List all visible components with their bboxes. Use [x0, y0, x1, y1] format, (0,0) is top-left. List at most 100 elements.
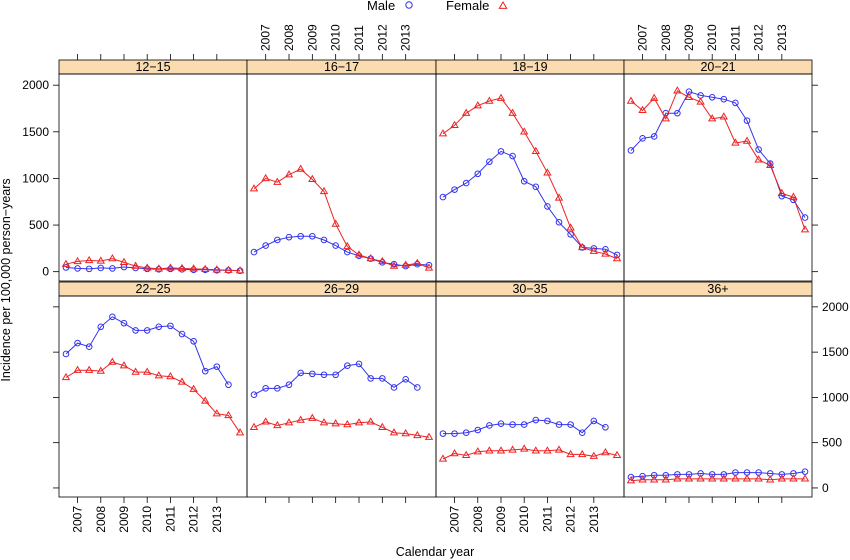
female-point [273, 420, 282, 429]
x-axis-title: Calendar year [396, 545, 475, 559]
female-point [424, 432, 434, 440]
female-point [61, 259, 71, 267]
male-point [109, 265, 116, 272]
panel-frame [623, 73, 813, 282]
female-point [296, 164, 305, 172]
female-point [461, 108, 471, 116]
male-point [627, 473, 635, 481]
female-point [343, 241, 352, 250]
x-tick-label: 2007 [448, 506, 462, 533]
x-tick-label: 2013 [399, 24, 413, 51]
female-point [554, 193, 564, 201]
y-tick-label: 1500 [22, 125, 49, 139]
female-point [413, 258, 422, 266]
female-point [319, 186, 329, 195]
male-point [544, 417, 551, 425]
male-point [262, 242, 269, 249]
x-tick-label: 2010 [140, 506, 154, 533]
female-point [473, 447, 482, 455]
male-point [262, 385, 269, 392]
female-point [249, 184, 259, 192]
female-point [649, 93, 659, 101]
female-point [84, 365, 94, 373]
female-point [766, 160, 775, 169]
x-tick-label: 2011 [352, 25, 366, 51]
male-point [486, 158, 493, 165]
female-point [96, 366, 105, 374]
female-point [201, 396, 210, 404]
panel-4: 20−21 [623, 59, 813, 282]
female-point [578, 449, 587, 458]
female-line [253, 168, 430, 269]
male-point [509, 421, 516, 428]
legend-marker-circle [405, 1, 413, 9]
female-point [166, 371, 175, 380]
female-point [696, 97, 705, 105]
panel-strip-label: 22−25 [135, 282, 170, 296]
male-point [297, 232, 304, 240]
female-point [177, 263, 187, 272]
x-tick-label: 2013 [587, 506, 601, 533]
female-point [389, 428, 399, 436]
male-point [509, 152, 516, 160]
female-point [531, 446, 541, 454]
female-point [378, 422, 387, 430]
female-point [731, 138, 740, 146]
female-point [754, 474, 763, 482]
female-point [508, 445, 517, 453]
male-point [309, 370, 316, 378]
panel-strip-label: 30−35 [512, 282, 547, 296]
female-point [108, 254, 117, 262]
male-point [674, 109, 681, 117]
male-line [442, 150, 618, 256]
male-point [801, 214, 809, 221]
y-tick-label: 2000 [22, 78, 49, 92]
male-point [97, 323, 105, 331]
female-point [661, 114, 670, 122]
x-tick-label: 2008 [94, 506, 108, 533]
female-point [224, 265, 233, 273]
female-point [235, 428, 245, 436]
panel-frame [435, 295, 625, 498]
y-tick-label: 500 [822, 436, 842, 450]
female-point [461, 450, 471, 459]
female-point [261, 173, 270, 182]
female-point [626, 96, 636, 104]
male-point [743, 117, 751, 124]
male-point [109, 313, 116, 321]
female-point [777, 188, 787, 197]
male-point [474, 170, 482, 178]
male-point [367, 375, 374, 382]
female-point [331, 419, 340, 427]
female-point [519, 444, 529, 452]
female-point [719, 112, 729, 120]
male-point [320, 371, 328, 379]
y-tick-label: 1500 [822, 345, 849, 359]
female-line [65, 361, 241, 433]
male-point [567, 421, 574, 428]
x-tick-label: 2010 [517, 506, 531, 533]
female-point [73, 256, 82, 265]
female-point [519, 127, 529, 135]
panel-8: 36+ [623, 281, 813, 498]
male-point [755, 146, 762, 153]
x-tick-label: 2009 [305, 24, 319, 51]
female-point [438, 129, 448, 137]
panel-1: 12−15 [58, 59, 248, 282]
female-point [343, 419, 352, 428]
x-tick-label: 2011 [540, 506, 554, 532]
male-point [520, 177, 528, 185]
male-point [390, 260, 398, 268]
male-point [708, 94, 716, 101]
male-point [567, 231, 574, 238]
male-point [732, 99, 739, 107]
female-point [73, 365, 82, 373]
female-point [189, 384, 198, 392]
female-point [296, 415, 305, 423]
male-point [74, 265, 81, 272]
female-point [119, 257, 129, 266]
panel-3: 18−19 [435, 59, 625, 282]
x-tick-label: 2010 [329, 24, 343, 51]
male-point [462, 179, 470, 187]
